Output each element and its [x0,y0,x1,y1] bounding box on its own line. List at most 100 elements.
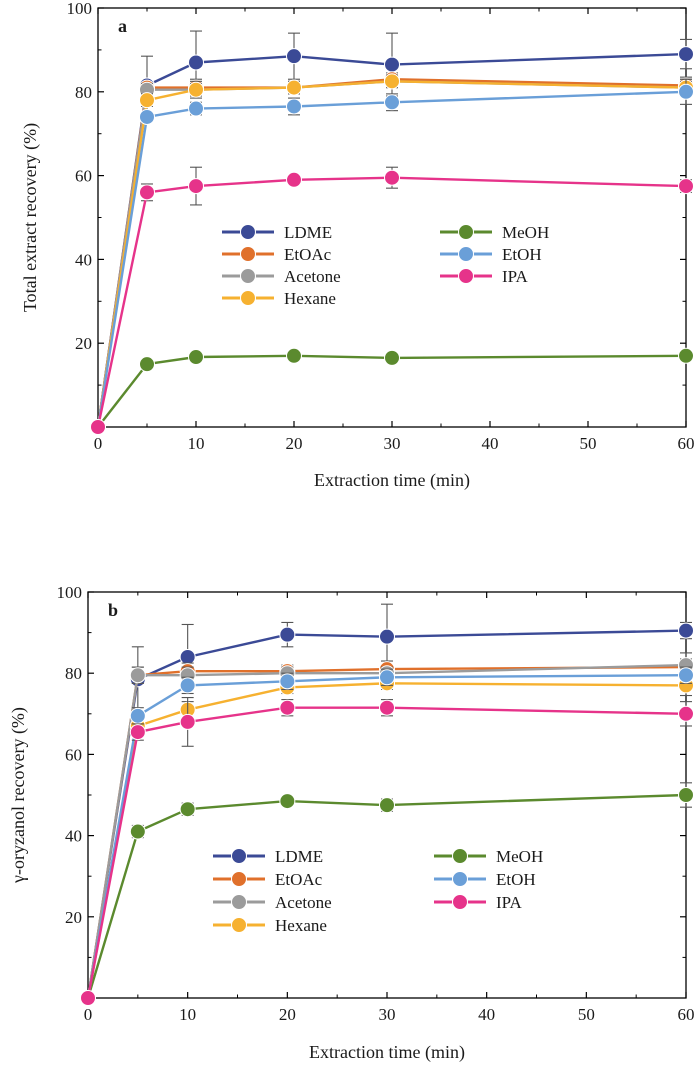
series-line [86,706,687,999]
legend-label: MeOH [502,223,549,242]
data-point [139,108,155,125]
legend-swatch-marker [231,894,247,910]
y-tick-label: 60 [65,745,82,764]
data-point [678,705,694,722]
data-point [279,699,296,716]
data-point [379,699,395,716]
y-tick-label: 60 [75,167,92,186]
data-point [286,48,302,65]
data-point [678,178,694,195]
data-point [678,622,694,639]
data-point [384,94,400,111]
legend: LDME EtOAc Acetone Hexane MeOH EtOH IPA [213,847,543,935]
data-point [678,347,694,364]
legend-swatch-marker [458,224,474,240]
panel-letter: b [108,600,118,620]
legend-label: EtOH [496,870,536,889]
series-etoh [90,78,694,435]
series-line [86,663,687,999]
x-tick-label: 60 [678,434,695,453]
data-point [129,823,146,840]
data-point [129,667,146,684]
legend: LDME EtOAc Acetone Hexane MeOH EtOH IPA [222,223,549,308]
x-tick-label: 50 [578,1005,595,1024]
series-etoac [90,71,694,435]
x-axis-title: Extraction time (min) [309,1042,465,1063]
legend-label: LDME [275,847,323,866]
series-line [96,176,687,428]
legend-swatch-marker [458,246,474,262]
legend-swatch-marker [458,268,474,284]
legend-item: MeOH [434,847,543,866]
legend-label: LDME [284,223,332,242]
data-point [286,79,302,96]
data-point [379,797,395,814]
series-line [86,682,687,999]
legend-item: Acetone [213,893,332,912]
data-point [279,793,296,810]
data-point [188,178,204,195]
legend-item: LDME [213,847,323,866]
panel-a: 0 10 20 30 40 50 60 20 40 60 80 100 Extraction time … [20,0,695,491]
legend-label: EtOAc [275,870,323,889]
legend-label: EtOAc [284,245,332,264]
data-point [188,349,204,366]
legend-item: MeOH [440,223,549,242]
y-tick-label: 100 [67,0,93,18]
series-group [90,30,694,435]
x-tick-label: 10 [179,1005,196,1024]
x-tick-label: 60 [678,1005,695,1024]
x-tick-label: 40 [482,434,499,453]
legend-label: EtOH [502,245,542,264]
legend-item: EtOH [434,870,536,889]
data-point [379,628,395,645]
series-line [86,674,687,999]
data-point [279,673,296,690]
legend-swatch-marker [231,871,247,887]
data-point [279,626,296,643]
series-ipa [80,697,694,1006]
legend-swatch-marker [452,894,468,910]
data-point [678,787,694,803]
legend-label: Acetone [275,893,332,912]
legend-swatch-marker [240,224,256,240]
series-line [86,665,687,999]
legend-label: Hexane [275,916,327,935]
y-tick-label: 80 [65,664,82,683]
data-point [179,677,196,694]
series-line [96,77,687,428]
data-point [286,171,302,188]
x-tick-label: 20 [286,434,303,453]
series-line [96,90,687,428]
series-ldme [90,30,694,435]
data-point [139,184,155,201]
legend-swatch-marker [240,246,256,262]
x-tick-label: 0 [94,434,103,453]
data-point [678,667,694,684]
legend-item: EtOH [440,245,542,264]
series-etoh [80,666,694,1006]
series-meoh [80,782,694,1006]
data-point [80,990,96,1006]
x-tick-label: 30 [379,1005,396,1024]
y-axis-title: Total extract recovery (%) [20,123,41,312]
x-tick-label: 0 [84,1005,93,1024]
series-ipa [90,166,694,435]
legend-item: Hexane [213,916,327,935]
y-tick-label: 80 [75,83,92,102]
series-group [80,603,694,1006]
data-point [129,724,146,741]
x-tick-label: 50 [580,434,597,453]
data-point [179,713,196,730]
legend-label: IPA [502,267,529,286]
series-meoh [90,347,694,435]
data-point [384,56,400,73]
data-point [678,46,694,63]
data-point [139,92,155,109]
legend-item: IPA [434,893,523,912]
data-point [384,169,400,186]
legend-item: LDME [222,223,332,242]
data-point [188,100,204,117]
series-acetone [90,73,694,435]
data-point [129,707,146,724]
